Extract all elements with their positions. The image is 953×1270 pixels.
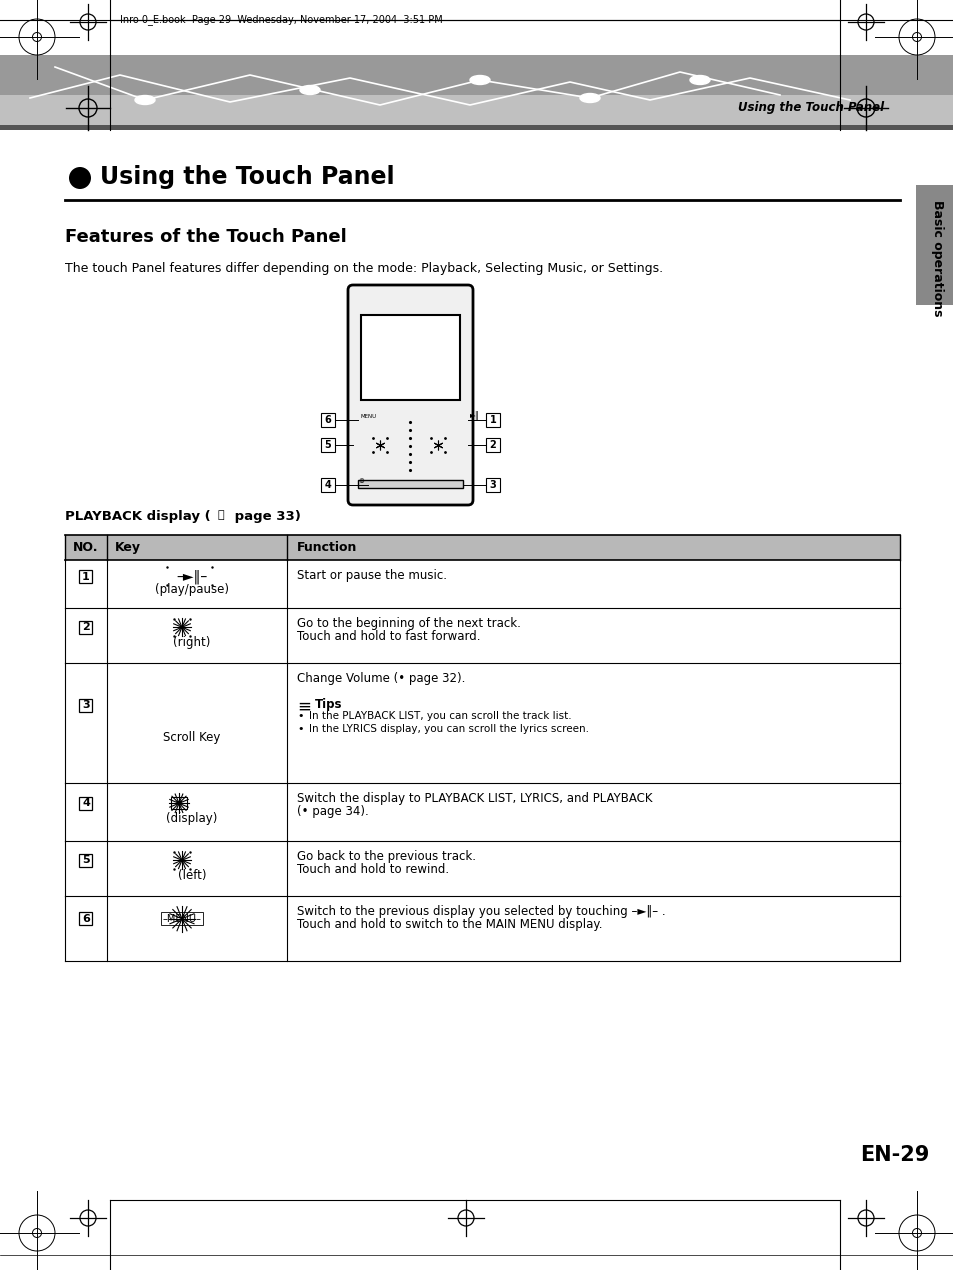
Text: ▼: ▼	[175, 799, 182, 808]
Text: ≡: ≡	[296, 698, 311, 716]
Bar	[0, 0, 953, 55]
Text: Switch the display to PLAYBACK LIST, LYRICS, and PLAYBACK: Switch the display to PLAYBACK LIST, LYR…	[296, 792, 652, 805]
Text: 3: 3	[82, 700, 90, 710]
Bar	[357, 480, 462, 488]
Text: Change Volume (• page 32).: Change Volume (• page 32).	[296, 672, 465, 685]
Text: Tips: Tips	[314, 698, 342, 711]
Text: •: •	[296, 724, 303, 734]
Text: ⊚: ⊚	[357, 478, 363, 484]
Text: Go back to the previous track.: Go back to the previous track.	[296, 850, 476, 864]
Text: Touch and hold to switch to the MAIN MENU display.: Touch and hold to switch to the MAIN MEN…	[296, 918, 602, 931]
Text: Using the Touch Panel: Using the Touch Panel	[100, 165, 395, 189]
Bar	[320, 478, 335, 491]
Bar	[79, 621, 92, 634]
Text: Function: Function	[296, 541, 357, 554]
Circle shape	[69, 166, 91, 189]
Text: 3: 3	[489, 480, 496, 490]
Ellipse shape	[689, 75, 709, 85]
Bar	[0, 124, 953, 130]
Text: Inro 0_E.book  Page 29  Wednesday, November 17, 2004  3:51 PM: Inro 0_E.book Page 29 Wednesday, Novembe…	[120, 14, 442, 25]
Bar	[485, 478, 499, 491]
Bar	[0, 95, 953, 124]
Text: Go to the beginning of the next track.: Go to the beginning of the next track.	[296, 617, 520, 630]
Ellipse shape	[299, 85, 319, 94]
Bar	[79, 853, 92, 866]
Text: NO.: NO.	[73, 541, 99, 554]
Bar	[360, 315, 459, 400]
Text: 2: 2	[82, 622, 90, 632]
Bar	[79, 570, 92, 583]
Bar	[65, 663, 899, 784]
Bar	[320, 413, 335, 427]
Text: Using the Touch Panel: Using the Touch Panel	[738, 100, 883, 113]
Text: 4: 4	[324, 480, 331, 490]
Text: (play/pause): (play/pause)	[154, 583, 229, 596]
Bar	[65, 560, 899, 608]
Text: 5: 5	[82, 855, 90, 865]
Text: In the LYRICS display, you can scroll the lyrics screen.: In the LYRICS display, you can scroll th…	[309, 724, 588, 734]
Text: Touch and hold to rewind.: Touch and hold to rewind.	[296, 864, 449, 876]
Text: (• page 34).: (• page 34).	[296, 805, 369, 818]
Bar	[65, 608, 899, 663]
Text: Switch to the previous display you selected by touching –►‖– .: Switch to the previous display you selec…	[296, 906, 665, 918]
Text: The touch Panel features differ depending on the mode: Playback, Selecting Music: The touch Panel features differ dependin…	[65, 262, 662, 276]
Text: EN-29: EN-29	[859, 1146, 928, 1165]
Bar	[485, 413, 499, 427]
Text: ►‖: ►‖	[470, 411, 479, 420]
Text: PLAYBACK display (: PLAYBACK display (	[65, 511, 211, 523]
Bar	[79, 912, 92, 926]
Bar	[65, 784, 899, 841]
Bar	[485, 438, 499, 452]
Text: In the PLAYBACK LIST, you can scroll the track list.: In the PLAYBACK LIST, you can scroll the…	[309, 711, 571, 721]
Text: Features of the Touch Panel: Features of the Touch Panel	[65, 229, 346, 246]
Text: Key: Key	[115, 541, 141, 554]
Bar	[65, 535, 899, 560]
Text: 6: 6	[82, 913, 90, 923]
Text: –MENU–: –MENU–	[162, 913, 201, 923]
FancyBboxPatch shape	[348, 284, 473, 505]
Bar	[0, 55, 953, 95]
Bar	[320, 438, 335, 452]
Text: 1: 1	[82, 572, 90, 582]
Ellipse shape	[579, 94, 599, 103]
Text: 📖: 📖	[218, 511, 224, 519]
Text: MENU: MENU	[360, 414, 376, 419]
Bar	[79, 698, 92, 711]
Text: Basic operations: Basic operations	[930, 199, 943, 316]
Text: 2: 2	[489, 439, 496, 450]
Text: 1: 1	[489, 415, 496, 425]
Text: •: •	[296, 711, 303, 721]
Text: (right): (right)	[173, 635, 211, 649]
Ellipse shape	[470, 75, 490, 85]
Text: Touch and hold to fast forward.: Touch and hold to fast forward.	[296, 630, 480, 643]
Bar	[65, 897, 899, 961]
Text: 6: 6	[324, 415, 331, 425]
Ellipse shape	[135, 95, 154, 104]
Text: Scroll Key: Scroll Key	[163, 732, 220, 744]
Text: page 33): page 33)	[230, 511, 300, 523]
Text: (display): (display)	[166, 813, 217, 826]
Bar	[915, 185, 953, 305]
Text: (left): (left)	[177, 869, 206, 881]
Text: Start or pause the music.: Start or pause the music.	[296, 569, 447, 582]
Bar	[79, 796, 92, 810]
Bar	[171, 798, 187, 809]
Text: –►‖–: –►‖–	[176, 569, 208, 584]
Text: 5: 5	[324, 439, 331, 450]
Bar	[65, 841, 899, 897]
Text: 4: 4	[82, 799, 90, 808]
